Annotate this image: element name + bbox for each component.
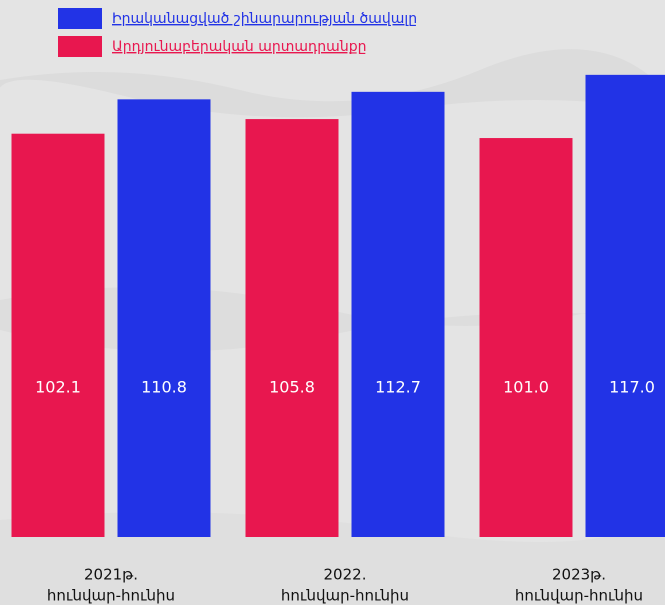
bar bbox=[245, 119, 339, 537]
bar bbox=[351, 91, 445, 538]
value-label: 112.7 bbox=[375, 378, 421, 397]
bar bbox=[479, 138, 573, 538]
x-tick-label: 2023թ. bbox=[552, 566, 606, 584]
x-tick-label: 2022. bbox=[324, 566, 367, 584]
legend-label: Արդյունաբերական արտադրանքը bbox=[112, 39, 366, 55]
bar bbox=[117, 99, 211, 537]
bar bbox=[585, 74, 665, 537]
value-label: 102.1 bbox=[35, 378, 81, 397]
value-label: 105.8 bbox=[269, 378, 315, 397]
value-label: 117.0 bbox=[609, 378, 655, 397]
legend-swatch bbox=[58, 8, 102, 29]
value-label: 101.0 bbox=[503, 378, 549, 397]
bar bbox=[11, 133, 105, 537]
value-label: 110.8 bbox=[141, 378, 187, 397]
x-tick-label: հունվար-հունիս bbox=[515, 587, 643, 605]
legend-swatch bbox=[58, 36, 102, 57]
x-tick-label: 2021թ. bbox=[84, 566, 138, 584]
x-tick-label: հունվար-հունիս bbox=[47, 587, 175, 605]
legend-label: Իրականացված շինարարության ծավալը bbox=[112, 11, 417, 27]
x-tick-label: հունվար-հունիս bbox=[281, 587, 409, 605]
